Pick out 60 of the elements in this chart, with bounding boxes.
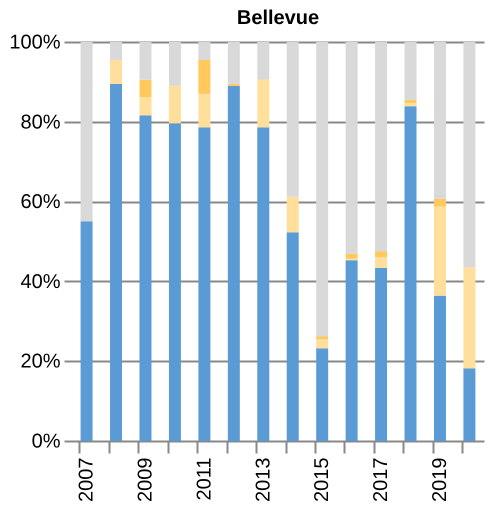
bar — [198, 94, 210, 128]
bar — [110, 60, 122, 84]
bar — [375, 251, 388, 258]
x-tick-label: 2013 — [252, 458, 274, 502]
bar — [286, 232, 299, 441]
x-tick-label: 2019 — [428, 458, 451, 502]
bar — [286, 42, 299, 197]
y-tick-label: 80% — [20, 111, 61, 134]
chart-title: Bellevue — [236, 7, 320, 29]
x-tick-label: 2017 — [370, 458, 392, 502]
y-tick-label: 0% — [32, 430, 61, 452]
bar — [434, 198, 446, 206]
bar — [404, 103, 417, 106]
x-tick-label: 2007 — [76, 458, 98, 502]
bar — [198, 60, 210, 94]
bar — [316, 42, 328, 336]
bar — [168, 86, 181, 124]
bar — [463, 267, 476, 368]
bar — [198, 42, 210, 60]
bar — [316, 348, 328, 441]
bar — [375, 42, 388, 252]
bar — [404, 100, 417, 104]
bar — [316, 339, 328, 348]
bar — [463, 42, 476, 268]
bar — [434, 42, 446, 199]
bar — [168, 123, 181, 441]
bar — [346, 254, 358, 259]
bar — [110, 42, 122, 60]
bar — [316, 336, 328, 340]
x-tick-label: 2015 — [311, 458, 334, 502]
bar — [228, 86, 240, 441]
bar — [80, 42, 93, 222]
bar — [375, 268, 388, 441]
bar — [404, 106, 417, 441]
bar — [168, 42, 181, 86]
bar — [139, 115, 152, 441]
bar — [257, 80, 270, 128]
bar — [228, 42, 240, 84]
y-tick-label: 100% — [9, 32, 61, 54]
bar — [257, 42, 270, 80]
bar — [434, 296, 446, 441]
bar — [346, 260, 358, 441]
bar — [434, 206, 446, 296]
bar — [257, 127, 270, 441]
bar — [139, 42, 152, 80]
y-tick-label: 20% — [20, 350, 61, 373]
bar — [404, 42, 417, 100]
x-tick-label: 2011 — [193, 458, 216, 501]
x-tick-label: 2009 — [134, 458, 156, 502]
bar — [139, 80, 152, 98]
bar — [198, 127, 210, 441]
y-tick-label: 40% — [20, 270, 61, 293]
bar — [463, 368, 476, 441]
bar — [110, 84, 122, 441]
bar — [286, 196, 299, 232]
y-tick-label: 60% — [20, 191, 61, 214]
bar — [139, 97, 152, 116]
bar — [80, 222, 93, 441]
bar — [346, 42, 358, 254]
bar — [375, 257, 388, 268]
